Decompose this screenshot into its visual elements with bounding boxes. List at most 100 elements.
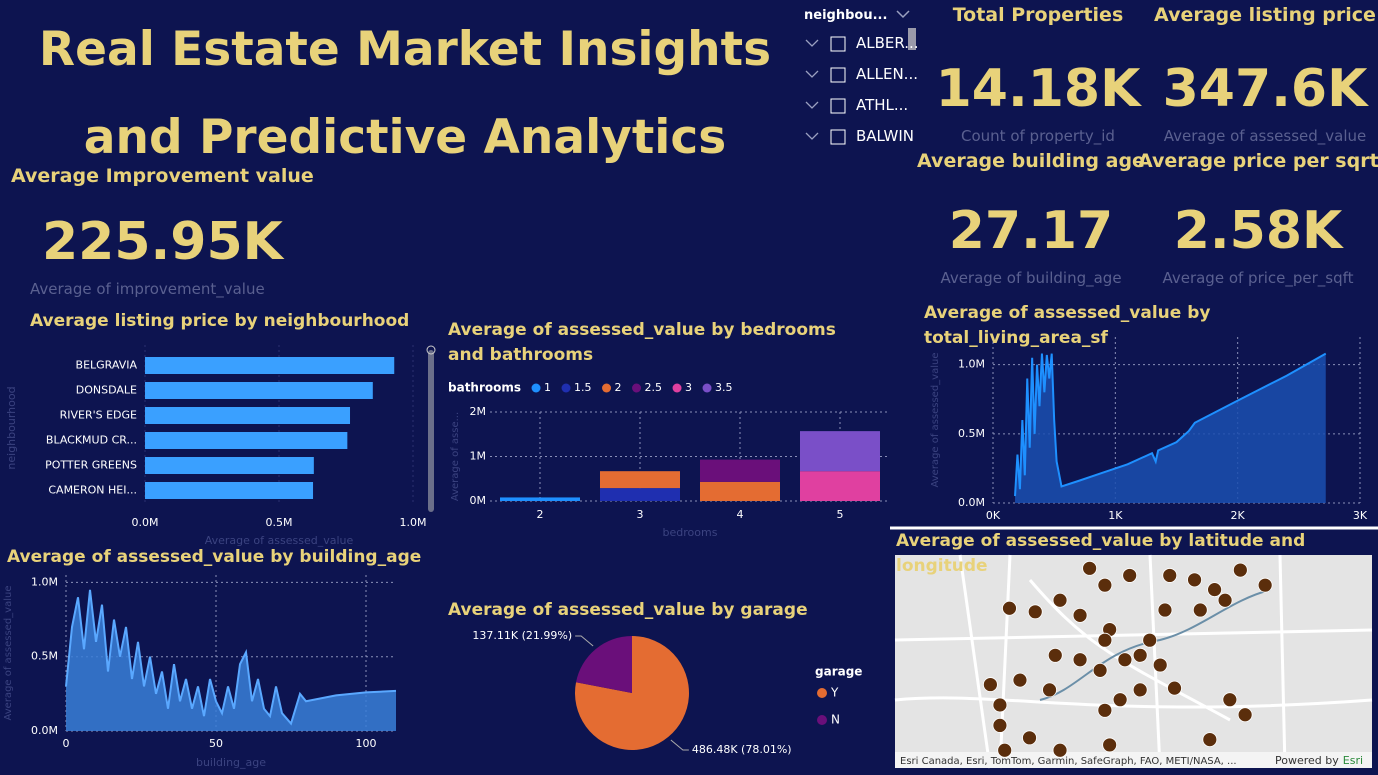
y-tick-label: BELGRAVIA [76,359,138,372]
data-label: 137.11K (21.99%) [472,629,572,642]
map-point[interactable] [983,677,998,692]
map-point[interactable] [1052,592,1068,608]
map-attribution: Esri Canada, Esri, TomTom, Garmin, SafeG… [900,756,1237,767]
map-point[interactable] [1092,662,1108,678]
y-axis-label: Average of assessed_value [3,586,14,721]
map-point[interactable] [1097,577,1113,593]
map-point[interactable] [1222,692,1238,708]
card-label: Count of property_id [961,127,1115,145]
map-point[interactable] [1117,652,1133,668]
legend-label: 2 [615,381,622,394]
legend-title: garage [815,665,862,679]
bar-segment [700,459,780,482]
card-value: 27.17 [948,201,1114,261]
y-axis-label: Average of asse... [450,412,461,501]
map-point[interactable] [997,742,1013,758]
legend-label: Y [830,686,839,700]
map-river [1039,589,1271,701]
x-tick-label: 0 [63,737,70,750]
map-point[interactable] [1112,692,1128,708]
legend-label: 2.5 [645,381,663,394]
card-label: Average of improvement_value [30,280,265,298]
y-tick-label: CAMERON HEI... [48,484,137,497]
bar [145,357,395,374]
legend-swatch [561,383,571,393]
chart-title: Average of assessed_value by bedrooms an… [448,320,836,365]
bar [145,407,351,424]
map-point[interactable] [1072,652,1088,668]
bar [145,482,314,499]
legend-swatch [702,383,712,393]
map-point[interactable] [1097,702,1113,718]
slicer-item: ATHL... [856,96,909,114]
map-point[interactable] [1142,632,1158,648]
map-point[interactable] [1257,577,1273,593]
legend-label: 3.5 [715,381,733,394]
map-point[interactable] [1012,672,1028,688]
map-point[interactable] [1202,732,1218,747]
map-point[interactable] [1122,568,1138,583]
map-point[interactable] [1217,592,1233,608]
map-point[interactable] [1167,680,1182,696]
map-point[interactable] [1002,600,1017,616]
map-point[interactable] [1132,682,1148,698]
map-point[interactable] [1042,682,1057,698]
map-point[interactable] [1047,647,1063,663]
scroll-handle[interactable] [426,345,436,355]
bar-segment [800,431,880,472]
leader-line [575,635,594,647]
chart-title: Average of assessed_value by total_livin… [924,303,1211,348]
map-point[interactable] [1157,602,1173,618]
checkbox[interactable] [830,67,846,83]
area-fill [66,589,396,731]
scrollbar[interactable] [428,350,434,512]
expand-chevron[interactable] [805,70,819,78]
checkbox[interactable] [830,36,846,52]
map-point[interactable] [992,718,1008,733]
map-point[interactable] [1132,647,1148,663]
card-title: Average building age [917,150,1145,172]
bar-segment [500,497,580,501]
card-title: Average Improvement value [11,165,314,187]
x-tick-label: 0K [986,509,1001,522]
y-tick-label: POTTER GREENS [45,459,137,472]
map-point[interactable] [1022,730,1037,746]
slicer-scrollbar[interactable] [908,28,916,50]
chart-title: Average listing price by neighbourhood [30,311,410,331]
map-credit-link[interactable]: Esri [1343,754,1363,767]
y-tick-label: RIVER'S EDGE [60,409,137,422]
bar-segment [600,471,680,489]
map-point[interactable] [1097,632,1113,648]
map-point[interactable] [1027,604,1043,620]
legend-swatch [531,383,541,393]
map-point[interactable] [1207,582,1222,598]
slicer-item: ALLEN... [856,65,918,83]
map-point[interactable] [1232,562,1248,578]
card-title: Average listing price [1154,4,1376,26]
card-value: 14.18K [935,59,1141,119]
area-fill [1015,353,1326,503]
expand-chevron[interactable] [805,101,819,109]
expand-chevron[interactable] [805,132,819,140]
card-value: 225.95K [42,212,283,272]
map-point[interactable] [1162,568,1178,583]
checkbox[interactable] [830,98,846,114]
checkbox[interactable] [830,129,846,145]
map-attribution-bar [895,752,1372,768]
map-point[interactable] [1237,707,1253,723]
map-point[interactable] [1102,737,1118,753]
map-point[interactable] [1192,602,1208,618]
slicer-item: ALBER... [856,34,919,52]
map-point[interactable] [992,697,1008,713]
x-tick-label: 1.0M [400,516,427,529]
map-point[interactable] [1152,657,1168,673]
map-point[interactable] [1187,572,1202,588]
map-point[interactable] [1052,742,1068,758]
legend-swatch [672,383,682,393]
map-point[interactable] [1072,607,1088,623]
expand-chevron[interactable] [805,39,819,47]
map-point[interactable] [1082,560,1098,576]
slicer-chevron[interactable] [896,10,910,19]
